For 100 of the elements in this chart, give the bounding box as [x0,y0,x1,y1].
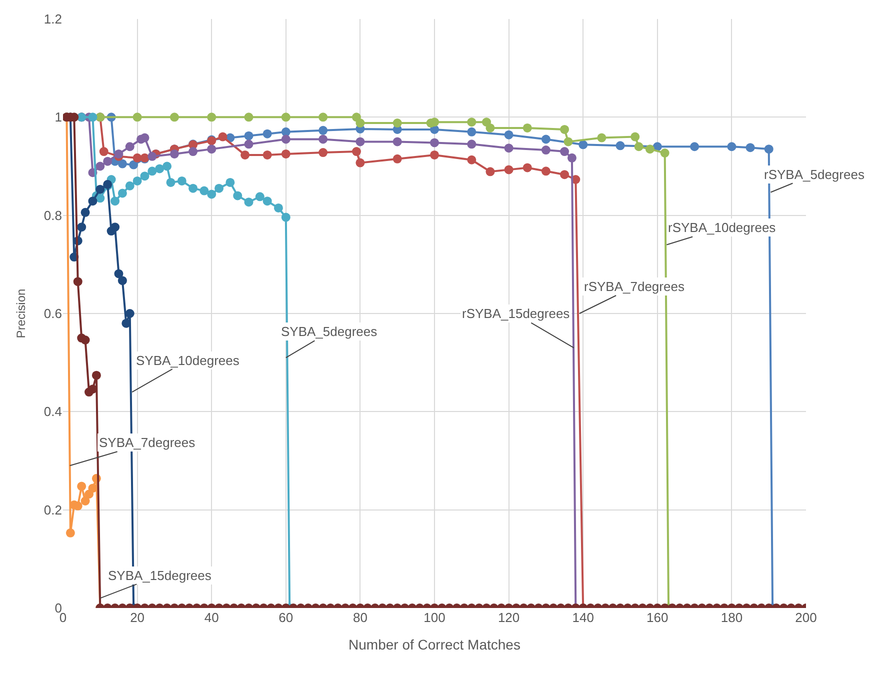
point [77,222,86,232]
point [281,134,290,144]
point [162,162,172,171]
point [170,149,179,158]
series-label: SYBA_7degrees [99,435,196,450]
point [88,112,98,122]
point [188,184,198,193]
y-tick-label: 0.6 [44,306,62,322]
point [467,127,476,136]
point [318,148,328,158]
point [352,147,361,156]
point [207,190,216,199]
series-label: SYBA_5degrees [281,324,378,339]
point [125,309,134,318]
point [166,178,176,187]
point [504,144,514,153]
point [125,142,134,152]
point [541,166,550,176]
x-tick-label: 200 [795,610,817,625]
y-tick-label: 1 [54,110,62,125]
point [262,150,272,160]
point [118,188,127,198]
point [522,123,532,132]
series-label: SYBA_10degrees [136,353,240,368]
point [132,112,142,122]
x-axis-title: Number of Correct Matches [348,636,520,652]
point [467,140,476,149]
point [392,137,402,146]
point [430,118,439,127]
point [430,150,439,160]
point [318,134,328,144]
point [110,196,120,206]
point [630,132,640,142]
point [504,130,514,140]
y-tick-label: 0.2 [44,502,62,518]
point [244,198,254,207]
series-label: rSYBA_5degrees [764,167,865,182]
y-tick-label: 0.8 [44,208,62,223]
point [578,140,588,150]
point [430,138,439,148]
point [244,112,254,122]
point [96,184,105,194]
point [96,162,105,171]
point [564,137,573,146]
point [214,184,224,193]
point [88,196,98,206]
point [616,141,625,150]
point [140,172,150,181]
point [567,153,576,162]
point [318,126,328,135]
point [125,181,134,190]
point [129,160,138,170]
point [727,142,736,152]
point [392,118,402,128]
point [522,163,532,172]
point [690,142,700,152]
point [746,143,755,152]
x-tick-label: 40 [204,610,219,625]
point [356,118,365,128]
point [281,212,290,222]
series-label: rSYBA_10degrees [668,220,776,235]
point [170,112,179,122]
y-tick-label: 0.4 [44,404,62,420]
point [148,152,157,161]
point [140,133,150,142]
point [155,164,164,174]
point [645,144,654,154]
point [281,149,290,158]
point [504,165,514,174]
point [132,176,142,186]
point [392,154,402,164]
x-tick-label: 80 [352,610,368,625]
point [262,129,272,138]
point [226,178,235,187]
point [132,153,142,162]
point [114,149,124,158]
point [262,196,272,206]
point [560,124,570,134]
point [467,118,476,127]
point [118,159,127,168]
point [66,528,75,538]
point [80,208,90,217]
point [177,176,186,186]
point [541,146,550,155]
x-tick-label: 180 [720,610,743,625]
point [244,131,254,140]
point [467,155,476,164]
point [99,147,108,156]
point [148,166,157,176]
point [244,140,254,149]
point [486,123,495,132]
point [77,482,86,491]
point [240,150,250,160]
point [200,186,209,196]
series-label: rSYBA_7degrees [584,279,685,294]
x-tick-label: 100 [424,610,446,625]
x-tick-label: 60 [278,610,294,625]
point [281,127,290,136]
point [541,134,550,144]
x-tick-label: 140 [572,610,594,625]
